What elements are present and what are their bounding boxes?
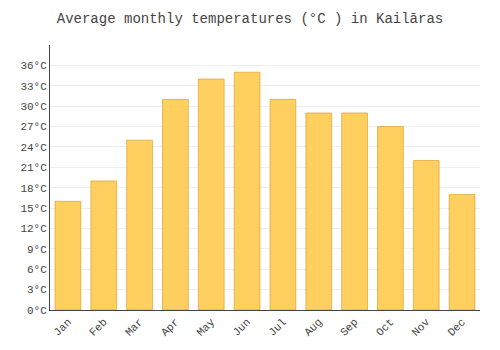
svg-text:Aug: Aug bbox=[302, 316, 324, 338]
svg-text:0°C: 0°C bbox=[27, 305, 47, 317]
svg-text:33°C: 33°C bbox=[20, 81, 47, 93]
svg-text:18°C: 18°C bbox=[20, 183, 47, 195]
svg-text:27°C: 27°C bbox=[20, 121, 47, 133]
svg-text:24°C: 24°C bbox=[20, 142, 47, 154]
svg-text:12°C: 12°C bbox=[20, 223, 47, 235]
svg-text:Dec: Dec bbox=[446, 316, 468, 338]
svg-text:Jun: Jun bbox=[231, 316, 253, 338]
svg-text:Nov: Nov bbox=[410, 316, 433, 339]
svg-text:Mar: Mar bbox=[123, 316, 145, 338]
svg-text:Average monthly temperatures (: Average monthly temperatures (°C ) in Ka… bbox=[57, 11, 443, 27]
svg-text:Jul: Jul bbox=[266, 316, 288, 338]
svg-text:9°C: 9°C bbox=[27, 244, 47, 256]
svg-text:Feb: Feb bbox=[87, 316, 109, 338]
svg-text:36°C: 36°C bbox=[20, 60, 47, 72]
svg-text:6°C: 6°C bbox=[27, 264, 47, 276]
svg-text:Oct: Oct bbox=[374, 316, 396, 338]
svg-text:May: May bbox=[195, 316, 218, 339]
svg-text:15°C: 15°C bbox=[20, 203, 47, 215]
svg-text:21°C: 21°C bbox=[20, 162, 47, 174]
svg-text:Jan: Jan bbox=[51, 316, 73, 338]
svg-text:3°C: 3°C bbox=[27, 284, 47, 296]
svg-text:Apr: Apr bbox=[159, 316, 181, 338]
svg-text:Sep: Sep bbox=[338, 316, 360, 338]
svg-text:30°C: 30°C bbox=[20, 101, 47, 113]
